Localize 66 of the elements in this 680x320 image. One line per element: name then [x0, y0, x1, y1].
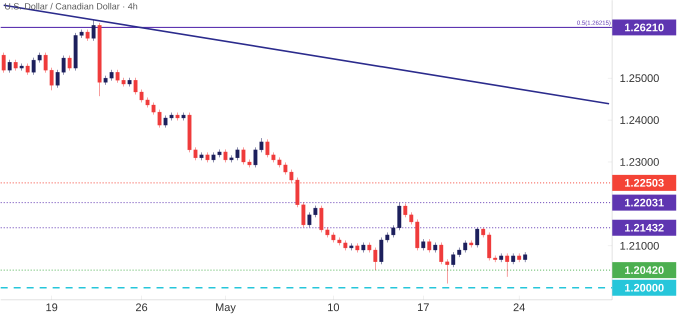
candlestick	[218, 149, 222, 158]
candlestick	[200, 152, 204, 161]
candlestick	[134, 78, 138, 95]
ref-line-label: 1.22031	[625, 198, 664, 207]
candlestick	[164, 115, 168, 128]
candlestick	[355, 243, 360, 253]
candlestick	[224, 149, 228, 163]
x-tick-label: 26	[136, 304, 148, 312]
candlestick	[511, 253, 516, 265]
candlestick	[475, 228, 480, 248]
candlestick	[212, 152, 216, 163]
candlestick	[122, 78, 126, 87]
ref-line-label: 1.21432	[625, 224, 664, 232]
candlestick	[421, 238, 426, 251]
candlestick	[247, 159, 252, 168]
candlestick	[26, 63, 30, 76]
y-tick-label: 1.24000	[620, 116, 659, 124]
candlestick	[152, 102, 156, 115]
candlestick	[427, 238, 432, 253]
candlestick	[271, 152, 276, 163]
candlestick	[301, 202, 306, 228]
candlestick	[283, 162, 288, 175]
candlestick	[277, 157, 282, 168]
candlestick	[146, 97, 150, 108]
x-tick-label: 19	[46, 304, 58, 312]
x-tick-label: 24	[514, 304, 525, 312]
y-tick-label: 1.23000	[620, 158, 659, 166]
ref-line-label: 1.22503	[625, 179, 664, 187]
x-tick-label: May	[216, 303, 236, 314]
candlestick	[230, 155, 234, 163]
candlestick	[86, 29, 90, 42]
x-tick-label: 10	[328, 304, 340, 312]
candlestick	[8, 60, 12, 74]
candlestick	[253, 147, 258, 168]
candlestick	[110, 70, 114, 81]
candlestick	[158, 109, 162, 128]
candlestick	[505, 253, 510, 278]
y-tick-label: 1.21000	[620, 242, 659, 250]
candlestick	[206, 152, 210, 163]
candlestick	[289, 169, 294, 183]
candlestick	[242, 147, 246, 165]
candlestick	[307, 212, 312, 228]
ref-line-label: 1.26210	[625, 24, 664, 32]
y-tick-label: 1.25000	[620, 74, 659, 82]
candlestick	[313, 205, 318, 218]
candlestick	[116, 70, 120, 84]
candlestick	[259, 138, 264, 153]
candlestick	[14, 60, 18, 71]
candlestick	[140, 89, 144, 103]
ref-line-label: 1.20000	[625, 284, 664, 292]
candlestick	[265, 139, 270, 158]
candlestick	[194, 147, 198, 161]
x-tick-label: 17	[418, 303, 429, 312]
candlestick	[2, 52, 6, 74]
candlestick	[92, 20, 96, 42]
candlestick	[433, 242, 438, 253]
candlestick	[523, 252, 528, 262]
candlestick	[128, 78, 132, 87]
ref-line-label: 1.20420	[625, 266, 664, 274]
candlestick	[176, 112, 180, 121]
candlestick	[104, 75, 108, 86]
candlestick	[68, 55, 72, 71]
candlestick	[170, 112, 174, 121]
candlestick	[361, 242, 366, 253]
candlestick	[182, 112, 186, 121]
candlestick	[236, 147, 240, 161]
